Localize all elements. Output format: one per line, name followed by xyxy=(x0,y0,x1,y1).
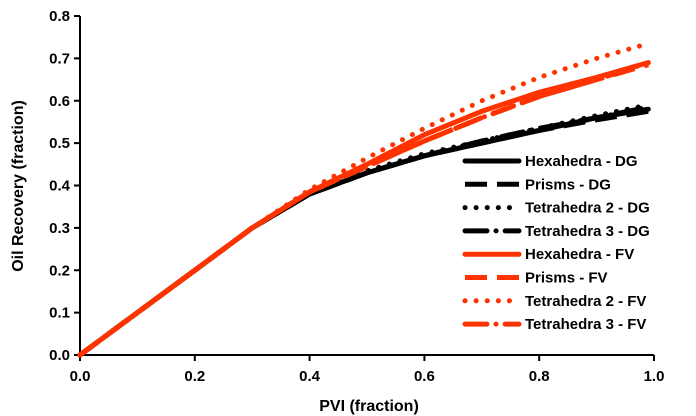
legend-label: Tetrahedra 2 - FV xyxy=(525,293,646,310)
x-axis-title: PVI (fraction) xyxy=(319,398,419,415)
legend-item: Hexahedra - FV xyxy=(462,246,634,263)
x-tick-label: 0.6 xyxy=(414,368,435,385)
legend-item: Prisms - DG xyxy=(465,176,611,193)
x-tick-label: 0.4 xyxy=(299,368,321,385)
legend-label: Hexahedra - DG xyxy=(525,153,638,170)
legend-item: Tetrahedra 3 - DG xyxy=(462,223,650,240)
y-tick-label: 0.0 xyxy=(49,347,70,364)
y-tick-label: 0.7 xyxy=(49,50,70,67)
x-tick-label: 1.0 xyxy=(644,368,665,385)
legend: Hexahedra - DG Prisms - DG Tetrahedra 2 - … xyxy=(462,153,650,333)
y-tick-label: 0.4 xyxy=(49,178,71,195)
y-axis: 0.0 0.1 0.2 0.3 0.4 0.5 0.6 0.7 0.8 xyxy=(49,8,81,364)
legend-label: Prisms - FV xyxy=(525,270,608,287)
x-tick-label: 0.8 xyxy=(529,368,550,385)
legend-item: Prisms - FV xyxy=(465,270,608,287)
legend-item: Tetrahedra 2 - DG xyxy=(462,200,650,217)
legend-label: Tetrahedra 2 - DG xyxy=(525,200,650,217)
series-line-tetrahedra-3-fv xyxy=(77,60,651,358)
y-tick-label: 0.5 xyxy=(49,135,70,152)
legend-label: Tetrahedra 3 - FV xyxy=(525,316,646,333)
legend-item: Tetrahedra 3 - FV xyxy=(462,316,646,333)
y-axis-title: Oil Recovery (fraction) xyxy=(10,100,27,272)
legend-item: Hexahedra - DG xyxy=(462,153,638,170)
legend-label: Prisms - DG xyxy=(525,176,611,193)
series-layer xyxy=(77,41,651,358)
y-tick-label: 0.2 xyxy=(49,262,70,279)
legend-label: Tetrahedra 3 - DG xyxy=(525,223,650,240)
x-tick-label: 0.2 xyxy=(184,368,205,385)
y-tick-label: 0.8 xyxy=(49,8,70,25)
y-tick-label: 0.6 xyxy=(49,93,70,110)
x-axis: 0.0 0.2 0.4 0.6 0.8 1.0 xyxy=(70,354,665,385)
legend-label: Hexahedra - FV xyxy=(525,246,634,263)
x-tick-label: 0.0 xyxy=(70,368,91,385)
legend-item: Tetrahedra 2 - FV xyxy=(462,293,646,310)
y-tick-label: 0.1 xyxy=(49,305,70,322)
y-tick-label: 0.3 xyxy=(49,220,70,237)
